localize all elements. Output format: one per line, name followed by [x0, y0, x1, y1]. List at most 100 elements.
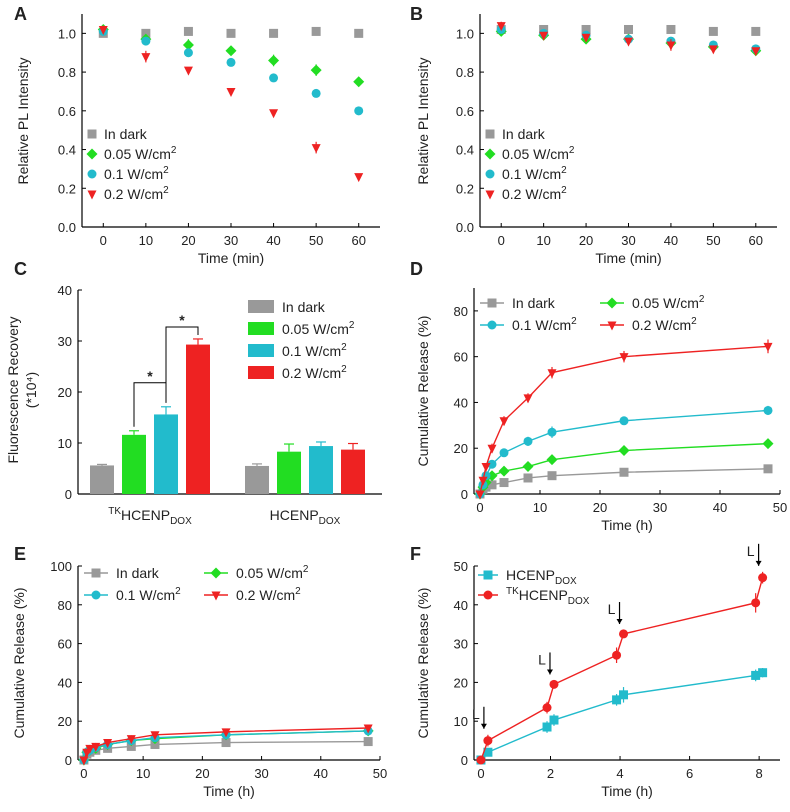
panel-a-point — [226, 87, 236, 97]
panel-f-series — [476, 668, 768, 765]
panel-b-xtick-label: 0 — [498, 233, 505, 248]
panel-f-x-title: Time (h) — [601, 783, 653, 799]
panel-d-legend-label: In dark — [512, 295, 556, 311]
panel-f-point — [758, 668, 768, 678]
panel-d-x-title: Time (h) — [601, 517, 653, 533]
panel-b-point — [624, 24, 633, 34]
panel-d-xtick-label: 0 — [476, 500, 483, 515]
panel-e-ytick-label: 100 — [50, 559, 72, 574]
panel-a-point — [141, 53, 151, 63]
panel-c-bar — [245, 465, 269, 494]
panel-e-xtick-label: 50 — [373, 766, 387, 781]
panel-f-series — [476, 571, 768, 765]
panel-b-ytick-label: 0.0 — [456, 220, 474, 235]
panel-a-ytick-label: 0.8 — [58, 65, 76, 80]
panel-c-category-label: TKHCENPDOX — [108, 506, 192, 527]
panel-b-point — [666, 24, 676, 34]
panel-a-point — [354, 106, 364, 116]
panel-d-point — [547, 427, 557, 437]
panel-e-legend-label: 0.2 W/cm2 — [236, 586, 301, 603]
panel-a-point — [226, 28, 236, 38]
panel-e-point — [91, 742, 101, 752]
panel-e-xtick-label: 20 — [195, 766, 209, 781]
panel-e-legend-marker — [211, 591, 221, 601]
panel-e-point — [126, 741, 136, 751]
panel-c-legend-swatch — [248, 322, 274, 335]
panel-b-letter: B — [410, 4, 423, 24]
panel-b-xtick-label: 50 — [706, 233, 720, 248]
panel-f-light-arrowhead — [755, 560, 762, 566]
panel-e-legend-label: 0.1 W/cm2 — [116, 586, 181, 603]
panel-f-point — [549, 715, 559, 725]
panel-d-point — [499, 478, 509, 488]
panel-d-point — [762, 438, 774, 450]
panel-a-point — [354, 173, 364, 183]
panel-b-legend-label: 0.05 W/cm2 — [502, 145, 575, 162]
panel-f-legend-marker — [483, 570, 493, 580]
panel-f-point — [751, 670, 761, 680]
panel-b-xtick-label: 30 — [621, 233, 635, 248]
panel-c-bar — [186, 344, 210, 494]
panel-e-point — [79, 756, 89, 766]
panel-b-point — [581, 24, 591, 34]
panel-a-point — [226, 57, 236, 67]
panel-b-point — [708, 26, 718, 36]
panel-a-y-title: Relative PL Intensity — [15, 57, 31, 184]
panel-c-bracket — [165, 326, 199, 403]
panel-e-ytick-label: 20 — [58, 714, 72, 729]
panel-e-ytick-label: 60 — [58, 637, 72, 652]
panel-e-ytick-label: 40 — [58, 675, 72, 690]
panel-a-xtick-label: 0 — [100, 233, 107, 248]
panel-d-point — [523, 436, 533, 446]
panel-e-point — [126, 735, 136, 745]
panel-f-point — [542, 703, 552, 713]
panel-c-bar — [154, 414, 178, 494]
panel-d-point — [523, 473, 533, 483]
panel-e-series — [79, 724, 373, 766]
panel-d-ytick-label: 80 — [454, 304, 468, 319]
panel-c: C 0 10 20 30 40 Fluorescence Recovery (*10⁴) TKH… — [5, 259, 382, 527]
panel-b-ytick-label: 0.4 — [456, 143, 474, 158]
panel-f-ytick-label: 50 — [454, 559, 468, 574]
panel-a-legend-label: 0.05 W/cm2 — [104, 145, 177, 162]
panel-f-y-title: Cumulative Release (%) — [415, 588, 431, 739]
panel-e-ytick-label: 0 — [65, 753, 72, 768]
panel-e-xtick-label: 40 — [314, 766, 328, 781]
panel-a-ytick-label: 0.2 — [58, 181, 76, 196]
panel-d-xtick-label: 30 — [653, 500, 667, 515]
panel-a-point — [269, 73, 279, 83]
panel-a-legend-marker — [87, 169, 97, 179]
panel-c-bar — [90, 465, 114, 494]
panel-d-series — [475, 339, 773, 500]
panel-f-line — [480, 577, 764, 761]
panel-a-point — [183, 26, 193, 36]
panel-a-legend-marker — [87, 190, 97, 200]
panel-d-legend-label: 0.2 W/cm2 — [632, 316, 697, 333]
panel-f-ytick-label: 40 — [454, 598, 468, 613]
panel-d-legend-marker — [606, 297, 618, 309]
panel-a-series — [98, 26, 364, 38]
panel-f-legend-marker — [483, 590, 493, 600]
panel-e-point — [150, 731, 160, 741]
panel-d-point — [547, 471, 557, 481]
panel-a-letter: A — [14, 4, 27, 24]
panel-f-point — [758, 573, 768, 583]
panel-a-point — [354, 28, 364, 38]
panel-a-series — [98, 26, 364, 116]
panel-c-significance: * — [147, 368, 153, 384]
panel-a-point — [311, 88, 321, 98]
panel-f-point — [549, 679, 559, 689]
panel-e-point — [103, 739, 113, 749]
panel-d-point — [481, 463, 491, 473]
panel-c-bar — [341, 449, 365, 494]
panel-c-legend-label: 0.2 W/cm2 — [282, 364, 347, 381]
panel-d-ytick-label: 0 — [461, 487, 468, 502]
panel-b-legend-label: 0.1 W/cm2 — [502, 165, 567, 182]
panel-d-legend-label: 0.05 W/cm2 — [632, 294, 705, 311]
panel-d-series — [475, 464, 773, 499]
panel-e-point — [363, 737, 373, 747]
panel-d-legend-marker — [487, 298, 497, 308]
panel-f-xtick-label: 0 — [477, 766, 484, 781]
panel-b-ytick-label: 0.6 — [456, 104, 474, 119]
